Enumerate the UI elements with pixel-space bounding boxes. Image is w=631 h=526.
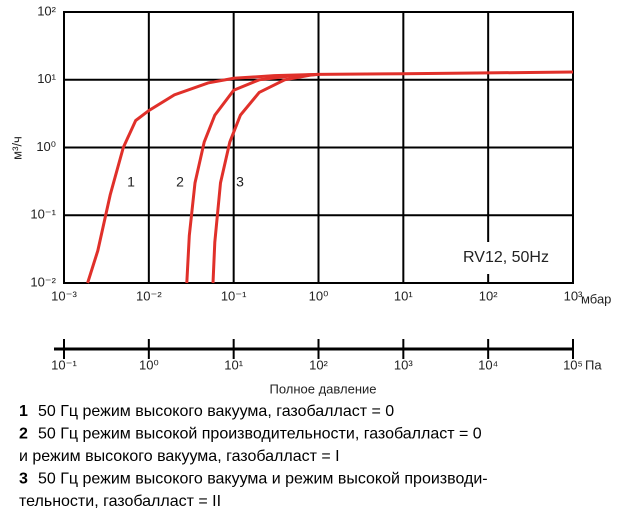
x-tick-label: 10⁰ bbox=[309, 288, 329, 303]
y-tick-label: 10⁻¹ bbox=[30, 207, 56, 222]
note: 1 50 Гц режим высокого вакуума, газобалла… bbox=[19, 403, 394, 420]
x-tick-label: 10² bbox=[479, 288, 498, 303]
x-tick-label: 10⁻² bbox=[136, 288, 162, 303]
x2-tick-label: 10¹ bbox=[224, 357, 243, 372]
y-tick-label: 10² bbox=[37, 3, 56, 18]
y-tick-label: 10¹ bbox=[37, 71, 56, 86]
note-text: 50 Гц режим высокой производительности, … bbox=[38, 426, 482, 443]
y-tick-label: 10⁻² bbox=[30, 274, 56, 289]
x-tick-label: 10⁻¹ bbox=[221, 288, 247, 303]
note-number: 2 bbox=[19, 426, 28, 443]
x2-tick-label: 10⁻¹ bbox=[51, 357, 77, 372]
note: тельности, газобалласт = II bbox=[19, 493, 221, 510]
x-axis-label: Полное давление bbox=[269, 381, 376, 396]
x-tick-label: 10³ bbox=[564, 288, 583, 303]
x2-tick-label: 10⁰ bbox=[139, 357, 159, 372]
x-tick-label: 10¹ bbox=[394, 288, 413, 303]
note-text: и режим высокого вакуума, газобалласт = … bbox=[19, 448, 340, 465]
annotation: RV12, 50Hz bbox=[463, 249, 549, 266]
x2-unit: Па bbox=[585, 357, 602, 372]
x2-tick-label: 10⁴ bbox=[478, 357, 498, 372]
curve bbox=[211, 72, 319, 284]
note: 3 50 Гц режим высокого вакуума и режим вы… bbox=[19, 471, 488, 488]
x-unit: мбар bbox=[581, 291, 611, 306]
note-text: 50 Гц режим высокого вакуума и режим выс… bbox=[38, 471, 488, 488]
y-tick-label: 10⁰ bbox=[36, 139, 56, 154]
curve-label: 1 bbox=[127, 174, 135, 190]
x2-tick-label: 10² bbox=[309, 357, 328, 372]
curve-label: 2 bbox=[176, 174, 184, 190]
x2-tick-label: 10⁵ bbox=[563, 357, 583, 372]
note: и режим высокого вакуума, газобалласт = … bbox=[19, 448, 340, 465]
curve-label: 3 bbox=[236, 174, 244, 190]
note-text: тельности, газобалласт = II bbox=[19, 493, 221, 510]
x2-tick-label: 10³ bbox=[394, 357, 413, 372]
note: 2 50 Гц режим высокой производительности,… bbox=[19, 426, 482, 443]
curve bbox=[86, 70, 574, 284]
x-tick-label: 10⁻³ bbox=[51, 288, 77, 303]
curve bbox=[185, 72, 319, 284]
y-axis-label: м³/ч bbox=[9, 136, 24, 160]
annotation-box bbox=[445, 242, 570, 274]
note-text: 50 Гц режим высокого вакуума, газобаллас… bbox=[38, 403, 394, 420]
note-number: 1 bbox=[19, 403, 28, 420]
note-number: 3 bbox=[19, 471, 28, 488]
